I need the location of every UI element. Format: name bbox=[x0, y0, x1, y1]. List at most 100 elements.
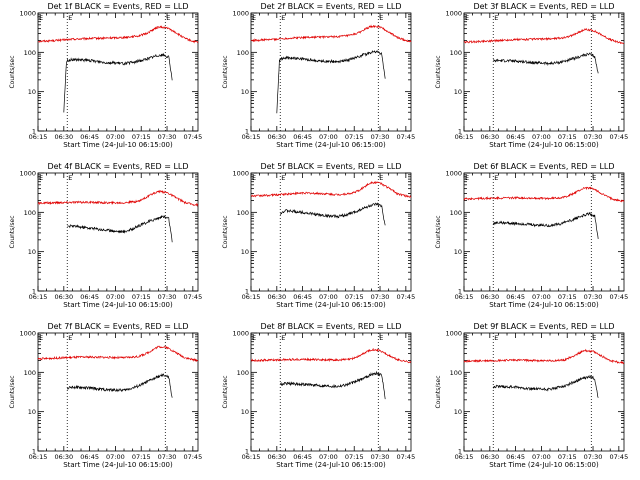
y-tick-label: 100 bbox=[24, 209, 36, 217]
x-tick-label: 06:45 bbox=[506, 293, 525, 301]
x-tick-label: 07:15 bbox=[558, 293, 577, 301]
eclipse-marker-label: E bbox=[39, 14, 43, 22]
y-axis-label: Counts/sec bbox=[435, 215, 442, 248]
x-tick-label: 07:00 bbox=[319, 453, 338, 461]
x-tick-label: 07:45 bbox=[609, 293, 628, 301]
x-tick-label: 06:30 bbox=[54, 453, 73, 461]
x-tick-label: 06:45 bbox=[293, 293, 312, 301]
x-tick-label: 07:30 bbox=[158, 293, 177, 301]
lld-series-line bbox=[37, 189, 199, 208]
y-tick-label: 100 bbox=[24, 49, 36, 57]
detector-panel-2: Det 2f BLACK = Events, RED = LLD 1 10 100 10… bbox=[222, 2, 415, 149]
x-tick-label: 06:45 bbox=[506, 133, 525, 141]
x-axis-label: Start Time (24-Jul-10 06:15:00) bbox=[276, 301, 386, 309]
detector-panel-5: Det 5f BLACK = Events, RED = LLD 1 10 100 10… bbox=[222, 162, 415, 309]
x-tick-label: 07:00 bbox=[106, 293, 125, 301]
events-series-line bbox=[492, 211, 599, 240]
x-tick-label: 06:30 bbox=[480, 293, 499, 301]
detector-panel-8: Det 8f BLACK = Events, RED = LLD 1 10 100 10… bbox=[222, 322, 415, 469]
x-tick-label: 07:45 bbox=[183, 133, 202, 141]
x-tick-label: 06:30 bbox=[267, 133, 286, 141]
lld-series-line bbox=[250, 24, 412, 43]
events-series-line bbox=[279, 202, 386, 226]
detector-panel-7: Det 7f BLACK = Events, RED = LLD 1 10 100 10… bbox=[9, 322, 202, 469]
y-tick-label: 1000 bbox=[232, 330, 249, 338]
y-tick-label: 100 bbox=[237, 49, 249, 57]
x-tick-label: 06:15 bbox=[242, 453, 261, 461]
y-axis-label: Counts/sec bbox=[222, 375, 229, 408]
plot-frame bbox=[463, 12, 625, 132]
x-axis-label: Start Time (24-Jul-10 06:15:00) bbox=[489, 301, 599, 309]
events-series-line bbox=[276, 49, 386, 114]
panel-title: Det 2f BLACK = Events, RED = LLD bbox=[260, 2, 401, 11]
eclipse-marker-label: E bbox=[281, 174, 285, 182]
panel-title: Det 9f BLACK = Events, RED = LLD bbox=[473, 322, 614, 331]
y-axis-label: Counts/sec bbox=[435, 375, 442, 408]
x-tick-label: 07:30 bbox=[584, 133, 603, 141]
events-series-line bbox=[493, 374, 599, 398]
events-series-line bbox=[66, 373, 173, 398]
events-series-line bbox=[67, 214, 173, 243]
eclipse-marker-label: E bbox=[494, 334, 498, 342]
panel-title: Det 6f BLACK = Events, RED = LLD bbox=[473, 162, 614, 171]
eclipse-marker-label: E bbox=[68, 14, 72, 22]
y-tick-label: 100 bbox=[24, 369, 36, 377]
x-tick-label: 06:30 bbox=[267, 453, 286, 461]
x-tick-label: 07:30 bbox=[158, 453, 177, 461]
x-tick-label: 07:30 bbox=[371, 453, 390, 461]
y-tick-label: 10 bbox=[28, 248, 36, 256]
y-tick-label: 1 bbox=[458, 448, 462, 456]
y-axis-label: Counts/sec bbox=[222, 55, 229, 88]
y-tick-label: 1 bbox=[32, 288, 36, 296]
eclipse-marker-label: E bbox=[592, 334, 596, 342]
x-tick-label: 07:45 bbox=[396, 133, 415, 141]
y-tick-label: 1000 bbox=[445, 170, 462, 178]
plot-frame bbox=[37, 12, 199, 132]
y-tick-label: 1 bbox=[245, 128, 249, 136]
y-axis-label: Counts/sec bbox=[222, 215, 229, 248]
plot-frame bbox=[37, 332, 199, 452]
x-tick-label: 07:00 bbox=[532, 133, 551, 141]
detector-panel-9: Det 9f BLACK = Events, RED = LLD 1 10 100 10… bbox=[435, 322, 628, 469]
x-axis-label: Start Time (24-Jul-10 06:15:00) bbox=[63, 301, 173, 309]
eclipse-marker-label: E bbox=[68, 174, 72, 182]
lld-series-line bbox=[250, 347, 412, 364]
y-tick-label: 100 bbox=[237, 369, 249, 377]
x-tick-label: 07:00 bbox=[319, 133, 338, 141]
x-tick-label: 06:15 bbox=[29, 133, 48, 141]
x-tick-label: 07:15 bbox=[558, 453, 577, 461]
x-tick-label: 06:45 bbox=[80, 133, 99, 141]
detector-panel-3: Det 3f BLACK = Events, RED = LLD 1 10 100 10… bbox=[435, 2, 628, 149]
x-tick-label: 07:45 bbox=[609, 453, 628, 461]
y-tick-label: 10 bbox=[454, 408, 462, 416]
lld-series-line bbox=[463, 186, 625, 203]
y-tick-label: 1000 bbox=[19, 10, 36, 18]
y-tick-label: 10 bbox=[454, 88, 462, 96]
events-series-line bbox=[63, 52, 173, 113]
y-tick-label: 1 bbox=[458, 288, 462, 296]
eclipse-marker-label: E bbox=[39, 174, 43, 182]
x-axis-label: Start Time (24-Jul-10 06:15:00) bbox=[63, 461, 173, 469]
x-tick-label: 06:45 bbox=[293, 133, 312, 141]
y-tick-label: 1 bbox=[32, 448, 36, 456]
x-tick-label: 07:00 bbox=[532, 293, 551, 301]
x-tick-label: 06:30 bbox=[480, 133, 499, 141]
eclipse-marker-label: E bbox=[252, 14, 256, 22]
x-axis-label: Start Time (24-Jul-10 06:15:00) bbox=[276, 461, 386, 469]
x-tick-label: 06:30 bbox=[267, 293, 286, 301]
x-tick-label: 06:15 bbox=[242, 133, 261, 141]
eclipse-marker-label: E bbox=[166, 334, 170, 342]
x-tick-label: 06:45 bbox=[506, 453, 525, 461]
x-tick-label: 06:15 bbox=[242, 293, 261, 301]
plot-frame bbox=[250, 12, 412, 132]
x-tick-label: 07:30 bbox=[584, 453, 603, 461]
y-axis-label: Counts/sec bbox=[9, 215, 16, 248]
x-tick-label: 07:30 bbox=[371, 293, 390, 301]
eclipse-marker-label: E bbox=[592, 174, 596, 182]
y-tick-label: 100 bbox=[450, 369, 462, 377]
x-tick-label: 06:45 bbox=[80, 453, 99, 461]
x-tick-label: 07:00 bbox=[106, 453, 125, 461]
y-tick-label: 10 bbox=[241, 248, 249, 256]
x-tick-label: 07:00 bbox=[319, 293, 338, 301]
y-axis-label: Counts/sec bbox=[9, 55, 16, 88]
